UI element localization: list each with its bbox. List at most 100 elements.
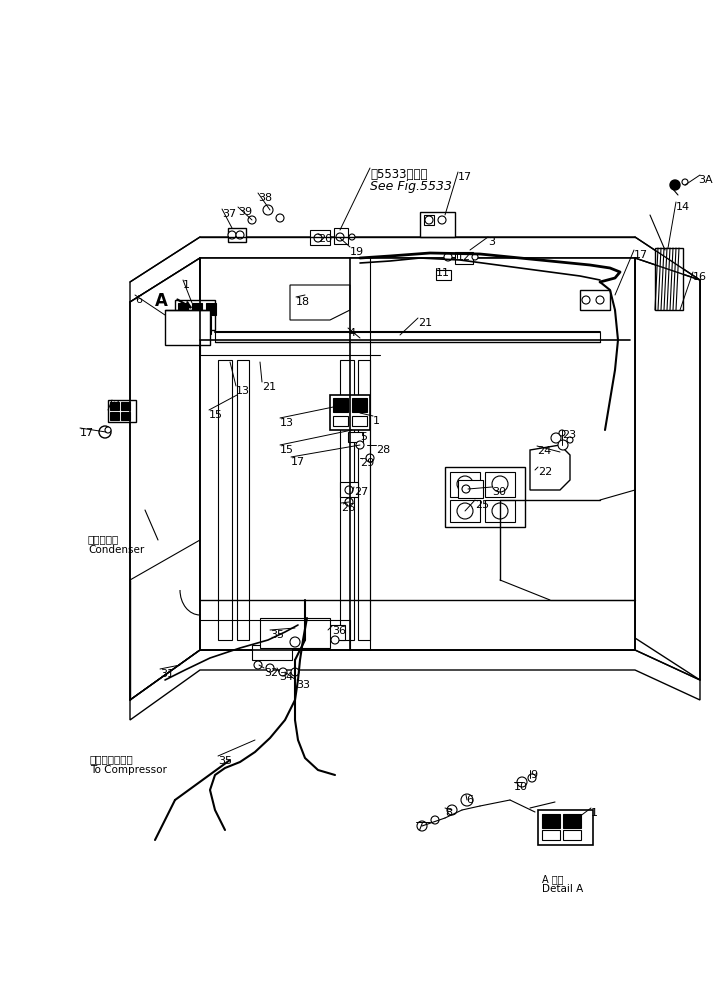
- Circle shape: [180, 321, 188, 329]
- Bar: [237, 360, 249, 640]
- Text: 33: 33: [296, 680, 310, 690]
- Bar: [450, 500, 480, 522]
- Text: A: A: [155, 292, 168, 310]
- Text: 19: 19: [350, 247, 364, 257]
- Text: 15: 15: [209, 410, 223, 420]
- Text: 21: 21: [418, 318, 432, 328]
- Bar: [450, 472, 480, 497]
- Text: 1: 1: [373, 416, 380, 426]
- Bar: [192, 303, 202, 315]
- Text: 31: 31: [160, 669, 174, 679]
- Bar: [334, 228, 348, 244]
- Text: 32: 32: [264, 668, 278, 678]
- Text: 27: 27: [354, 487, 368, 497]
- Text: Condenser: Condenser: [88, 545, 145, 555]
- Text: 35: 35: [218, 756, 232, 766]
- Text: 18: 18: [296, 297, 310, 307]
- Bar: [218, 360, 232, 640]
- Circle shape: [349, 234, 355, 240]
- Circle shape: [457, 503, 473, 519]
- Text: 25: 25: [475, 500, 489, 510]
- Bar: [563, 814, 581, 828]
- Bar: [445, 467, 525, 527]
- Circle shape: [528, 774, 536, 782]
- Circle shape: [670, 180, 680, 190]
- Circle shape: [472, 254, 478, 260]
- Text: 15: 15: [280, 445, 294, 455]
- Circle shape: [266, 664, 274, 672]
- Polygon shape: [165, 310, 210, 345]
- Circle shape: [105, 427, 111, 433]
- Polygon shape: [290, 285, 350, 320]
- Bar: [325, 625, 345, 640]
- Circle shape: [276, 214, 284, 222]
- Bar: [348, 432, 363, 442]
- Text: コンデンサ: コンデンサ: [88, 534, 119, 544]
- Circle shape: [457, 476, 473, 492]
- Circle shape: [551, 433, 561, 443]
- Circle shape: [366, 454, 374, 462]
- Polygon shape: [130, 237, 700, 302]
- Circle shape: [228, 231, 236, 239]
- Text: 24: 24: [537, 446, 551, 456]
- Bar: [485, 472, 515, 497]
- Text: Detail A: Detail A: [542, 884, 583, 894]
- Bar: [455, 252, 473, 264]
- Circle shape: [425, 216, 433, 224]
- Text: 30: 30: [492, 487, 506, 497]
- Circle shape: [236, 231, 244, 239]
- Text: 5: 5: [360, 432, 367, 442]
- Bar: [178, 303, 188, 315]
- Circle shape: [331, 636, 339, 644]
- Circle shape: [263, 205, 273, 215]
- Circle shape: [558, 440, 568, 450]
- Polygon shape: [530, 445, 570, 490]
- Bar: [538, 810, 593, 845]
- Text: 11: 11: [436, 268, 450, 278]
- Bar: [542, 814, 560, 828]
- Text: 22: 22: [538, 467, 552, 477]
- Text: 29: 29: [360, 458, 375, 468]
- Text: 39: 39: [238, 207, 252, 217]
- Text: 23: 23: [562, 430, 576, 440]
- Bar: [206, 303, 216, 315]
- Bar: [175, 300, 215, 330]
- Bar: [252, 645, 292, 660]
- Bar: [110, 412, 119, 420]
- Circle shape: [279, 668, 287, 676]
- Circle shape: [356, 441, 364, 449]
- Text: 4: 4: [348, 328, 355, 338]
- Bar: [176, 316, 211, 334]
- Polygon shape: [635, 258, 700, 680]
- Text: 34: 34: [279, 672, 293, 682]
- Text: 6: 6: [466, 795, 473, 805]
- Bar: [340, 360, 354, 640]
- Circle shape: [202, 321, 210, 329]
- Text: 1: 1: [183, 280, 190, 290]
- Text: 3A: 3A: [698, 175, 713, 185]
- Circle shape: [336, 233, 344, 241]
- Bar: [542, 830, 560, 840]
- Bar: [424, 215, 434, 225]
- Bar: [330, 395, 370, 430]
- Circle shape: [517, 777, 527, 787]
- Polygon shape: [130, 650, 700, 720]
- Circle shape: [99, 426, 111, 438]
- Polygon shape: [200, 258, 635, 650]
- Text: 3: 3: [488, 237, 495, 247]
- Text: 28: 28: [376, 445, 390, 455]
- Text: 36: 36: [332, 626, 346, 636]
- Bar: [121, 412, 130, 420]
- Circle shape: [314, 234, 322, 242]
- Bar: [352, 398, 367, 412]
- Bar: [436, 270, 451, 280]
- Circle shape: [567, 437, 573, 443]
- Circle shape: [492, 476, 508, 492]
- Bar: [333, 398, 348, 412]
- Circle shape: [682, 179, 688, 185]
- Text: 17: 17: [80, 428, 94, 438]
- Circle shape: [582, 296, 590, 304]
- Circle shape: [191, 321, 199, 329]
- Text: 13: 13: [236, 386, 250, 396]
- Bar: [358, 360, 370, 640]
